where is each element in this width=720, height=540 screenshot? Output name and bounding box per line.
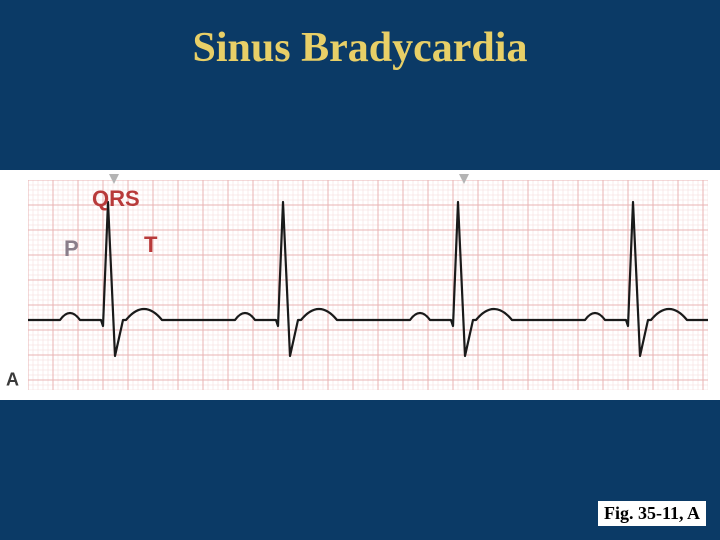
- rr-marker-1: [109, 174, 119, 184]
- qrs-label: QRS: [92, 186, 140, 212]
- p-label: P: [64, 236, 79, 262]
- figure-caption: Fig. 35-11, A: [598, 501, 706, 526]
- slide-title: Sinus Bradycardia: [0, 24, 720, 72]
- rr-marker-2: [459, 174, 469, 184]
- ecg-panel: A QRS P T: [0, 170, 720, 400]
- panel-letter: A: [6, 370, 19, 391]
- ecg-strip: QRS P T: [28, 180, 708, 390]
- t-label: T: [144, 232, 157, 258]
